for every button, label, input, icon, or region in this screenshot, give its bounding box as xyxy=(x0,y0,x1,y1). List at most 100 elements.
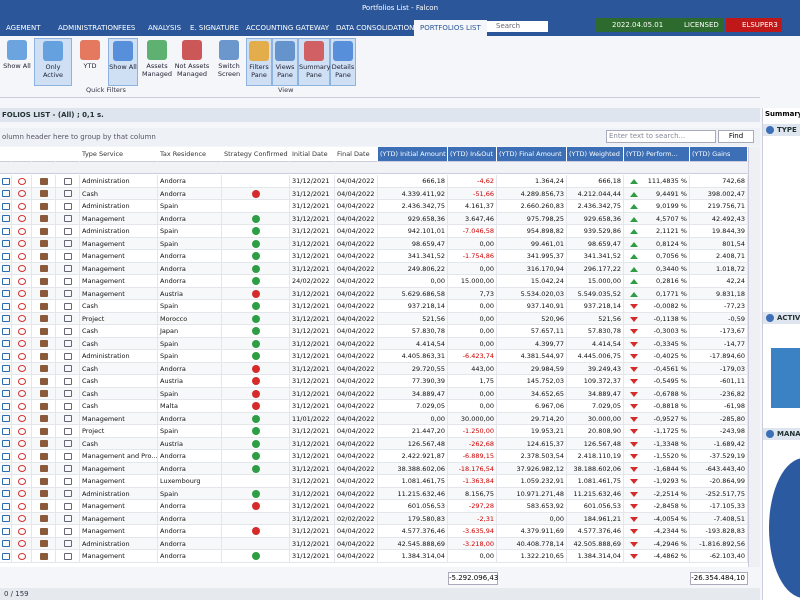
row-icon xyxy=(12,475,32,488)
row-icon[interactable] xyxy=(56,387,80,400)
column-header[interactable]: (YTD) Initial Amount xyxy=(378,147,448,162)
menu-tab[interactable]: FEES xyxy=(118,24,136,32)
column-header[interactable]: (YTD) Weighted xyxy=(567,147,624,162)
table-cell: 1.384.314,04 xyxy=(567,550,624,563)
table-cell: 0,00 xyxy=(448,550,497,563)
header-icon[interactable] xyxy=(32,147,56,162)
summary-chart xyxy=(771,348,800,408)
ribbon-label: Show All xyxy=(3,62,31,70)
row-icon[interactable] xyxy=(56,275,80,288)
row-icon[interactable] xyxy=(56,175,80,188)
table-cell: 9,4491 % xyxy=(624,187,690,200)
row-icon[interactable] xyxy=(56,337,80,350)
row-icon[interactable] xyxy=(56,237,80,250)
strategy-cell xyxy=(222,550,290,563)
find-input[interactable]: Enter text to search... xyxy=(606,130,716,143)
row-icon[interactable] xyxy=(56,250,80,263)
row-icon[interactable] xyxy=(56,487,80,500)
header-icon[interactable] xyxy=(0,147,12,162)
table-cell: 9.831,18 xyxy=(690,287,748,300)
ribbon-button[interactable]: Show All xyxy=(2,38,32,86)
column-header[interactable]: (YTD) Perform... xyxy=(624,147,690,162)
icon xyxy=(2,315,10,322)
column-header[interactable]: Type Service xyxy=(80,147,158,162)
row-icon[interactable] xyxy=(56,425,80,438)
column-header[interactable]: (YTD) Gains xyxy=(690,147,748,162)
ribbon-button[interactable]: Assets Managed xyxy=(142,38,172,86)
row-icon[interactable] xyxy=(56,362,80,375)
menu-tab[interactable]: DATA CONSOLIDATION xyxy=(336,24,415,32)
confirmed-icon xyxy=(252,339,260,348)
row-icon[interactable] xyxy=(56,475,80,488)
header-icon[interactable] xyxy=(12,147,32,162)
row-icon[interactable] xyxy=(56,312,80,325)
table-cell: -37.529,19 xyxy=(690,450,748,463)
row-icon[interactable] xyxy=(56,462,80,475)
table-cell: 1.018,72 xyxy=(690,262,748,275)
trend-down xyxy=(630,379,638,384)
table-cell: Administration xyxy=(80,225,158,238)
row-icon[interactable] xyxy=(56,525,80,538)
row-icon xyxy=(32,200,56,213)
column-header[interactable]: (YTD) Final Amount xyxy=(497,147,567,162)
table-cell: -601,11 xyxy=(690,375,748,388)
menu-tab[interactable]: AGEMENT xyxy=(6,24,41,32)
ribbon-label: Show All xyxy=(109,63,137,71)
header-icon[interactable] xyxy=(56,147,80,162)
row-icon[interactable] xyxy=(56,287,80,300)
menu-tab[interactable]: E. SIGNATURE xyxy=(190,24,239,32)
row-icon[interactable] xyxy=(56,350,80,363)
table-cell: 04/04/2022 xyxy=(335,462,378,475)
confirmed-icon xyxy=(252,414,260,423)
column-header[interactable]: Tax Residence xyxy=(158,147,222,162)
ribbon-button[interactable]: Views Pane xyxy=(272,38,298,86)
row-icon[interactable] xyxy=(56,412,80,425)
trend-up xyxy=(630,254,638,259)
row-icon[interactable] xyxy=(56,400,80,413)
column-header[interactable]: (YTD) In&Out xyxy=(448,147,497,162)
table-cell: 04/04/2022 xyxy=(335,300,378,313)
filter-row[interactable] xyxy=(0,162,748,174)
column-header[interactable]: Strategy Confirmed xyxy=(222,147,290,162)
summary-icon xyxy=(766,430,774,438)
row-icon[interactable] xyxy=(56,537,80,550)
row-icon[interactable] xyxy=(56,512,80,525)
icon xyxy=(18,315,26,322)
ribbon-button[interactable]: Filters Pane xyxy=(246,38,272,86)
find-button[interactable]: Find xyxy=(718,130,754,143)
table-cell: 04/04/2022 xyxy=(335,475,378,488)
ribbon-button[interactable]: Show All xyxy=(108,38,138,86)
ribbon-button[interactable]: Details Pane xyxy=(330,38,356,86)
row-icon[interactable] xyxy=(56,450,80,463)
confirmed-icon xyxy=(252,452,260,460)
ribbon-button[interactable]: Summary Pane xyxy=(298,38,330,86)
menu-tab[interactable]: ADMINISTRATION xyxy=(58,24,119,32)
row-icon[interactable] xyxy=(56,300,80,313)
column-header[interactable]: Final Date xyxy=(335,147,378,162)
user-badge[interactable]: ELSUPER3 xyxy=(726,18,782,32)
table-cell: 31/12/2021 xyxy=(290,475,335,488)
row-icon[interactable] xyxy=(56,200,80,213)
row-icon[interactable] xyxy=(56,550,80,563)
row-icon[interactable] xyxy=(56,225,80,238)
ribbon-button[interactable]: Only Active xyxy=(34,38,72,86)
row-icon[interactable] xyxy=(56,187,80,200)
ribbon-button[interactable]: Switch Screen xyxy=(216,38,242,86)
ribbon-icon xyxy=(333,41,353,61)
scrollbar[interactable] xyxy=(748,147,760,567)
ribbon-button[interactable]: YTD xyxy=(76,38,104,86)
row-icon[interactable] xyxy=(56,212,80,225)
row-icon[interactable] xyxy=(56,375,80,388)
menu-tab[interactable]: ANALYSIS xyxy=(148,24,182,32)
row-icon[interactable] xyxy=(56,437,80,450)
search-box[interactable]: Search xyxy=(486,21,548,32)
row-icon[interactable] xyxy=(56,262,80,275)
ribbon-button[interactable]: Not Assets Managed xyxy=(172,38,212,86)
menu-tab[interactable]: ACCOUNTING GATEWAY xyxy=(246,24,329,32)
table-cell: 31/12/2021 xyxy=(290,500,335,513)
menu-tab[interactable]: PORTFOLIOS LIST xyxy=(414,20,487,36)
row-icon[interactable] xyxy=(56,500,80,513)
column-header[interactable]: Initial Date xyxy=(290,147,335,162)
row-icon[interactable] xyxy=(56,325,80,338)
icon xyxy=(64,365,72,372)
